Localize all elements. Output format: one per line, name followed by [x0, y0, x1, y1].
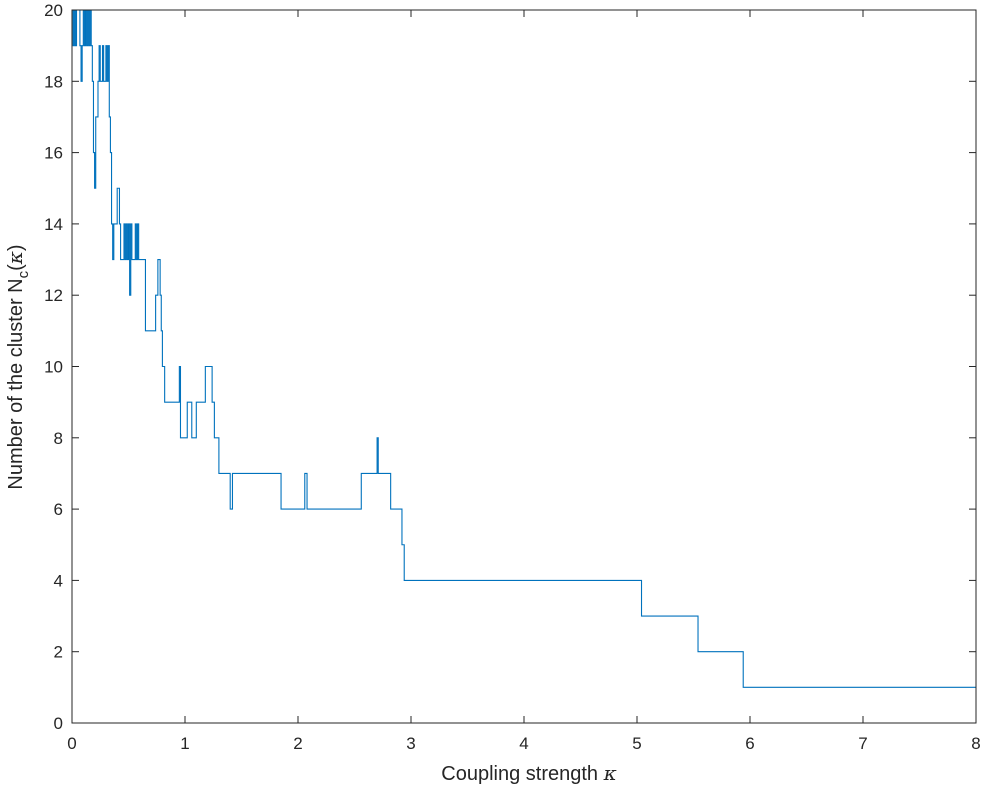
x-axis-label: Coupling strength κ [441, 761, 616, 785]
y-tick-label: 2 [54, 643, 63, 662]
x-tick-label: 3 [406, 734, 415, 753]
series-line-0 [72, 9, 976, 688]
y-tick-label: 18 [44, 72, 63, 91]
y-axis-label: Number of the cluster Nc(κ) [3, 244, 32, 489]
y-tick-label: 14 [44, 215, 63, 234]
x-tick-label: 5 [632, 734, 641, 753]
plot-area [72, 9, 976, 688]
x-tick-label: 8 [971, 734, 980, 753]
x-tick-label: 7 [858, 734, 867, 753]
y-tick-label: 8 [54, 429, 63, 448]
axes [71, 9, 977, 724]
y-tick-label: 10 [44, 358, 63, 377]
x-tick-label: 1 [180, 734, 189, 753]
y-tick-label: 4 [54, 571, 63, 590]
y-tick-label: 0 [54, 714, 63, 733]
y-tick-label: 12 [44, 286, 63, 305]
x-tick-label: 0 [67, 734, 76, 753]
x-tick-label: 2 [293, 734, 302, 753]
x-tick-label: 6 [745, 734, 754, 753]
x-tick-label: 4 [519, 734, 528, 753]
y-tick-label: 20 [44, 1, 63, 20]
y-tick-label: 6 [54, 500, 63, 519]
y-tick-label: 16 [44, 144, 63, 163]
